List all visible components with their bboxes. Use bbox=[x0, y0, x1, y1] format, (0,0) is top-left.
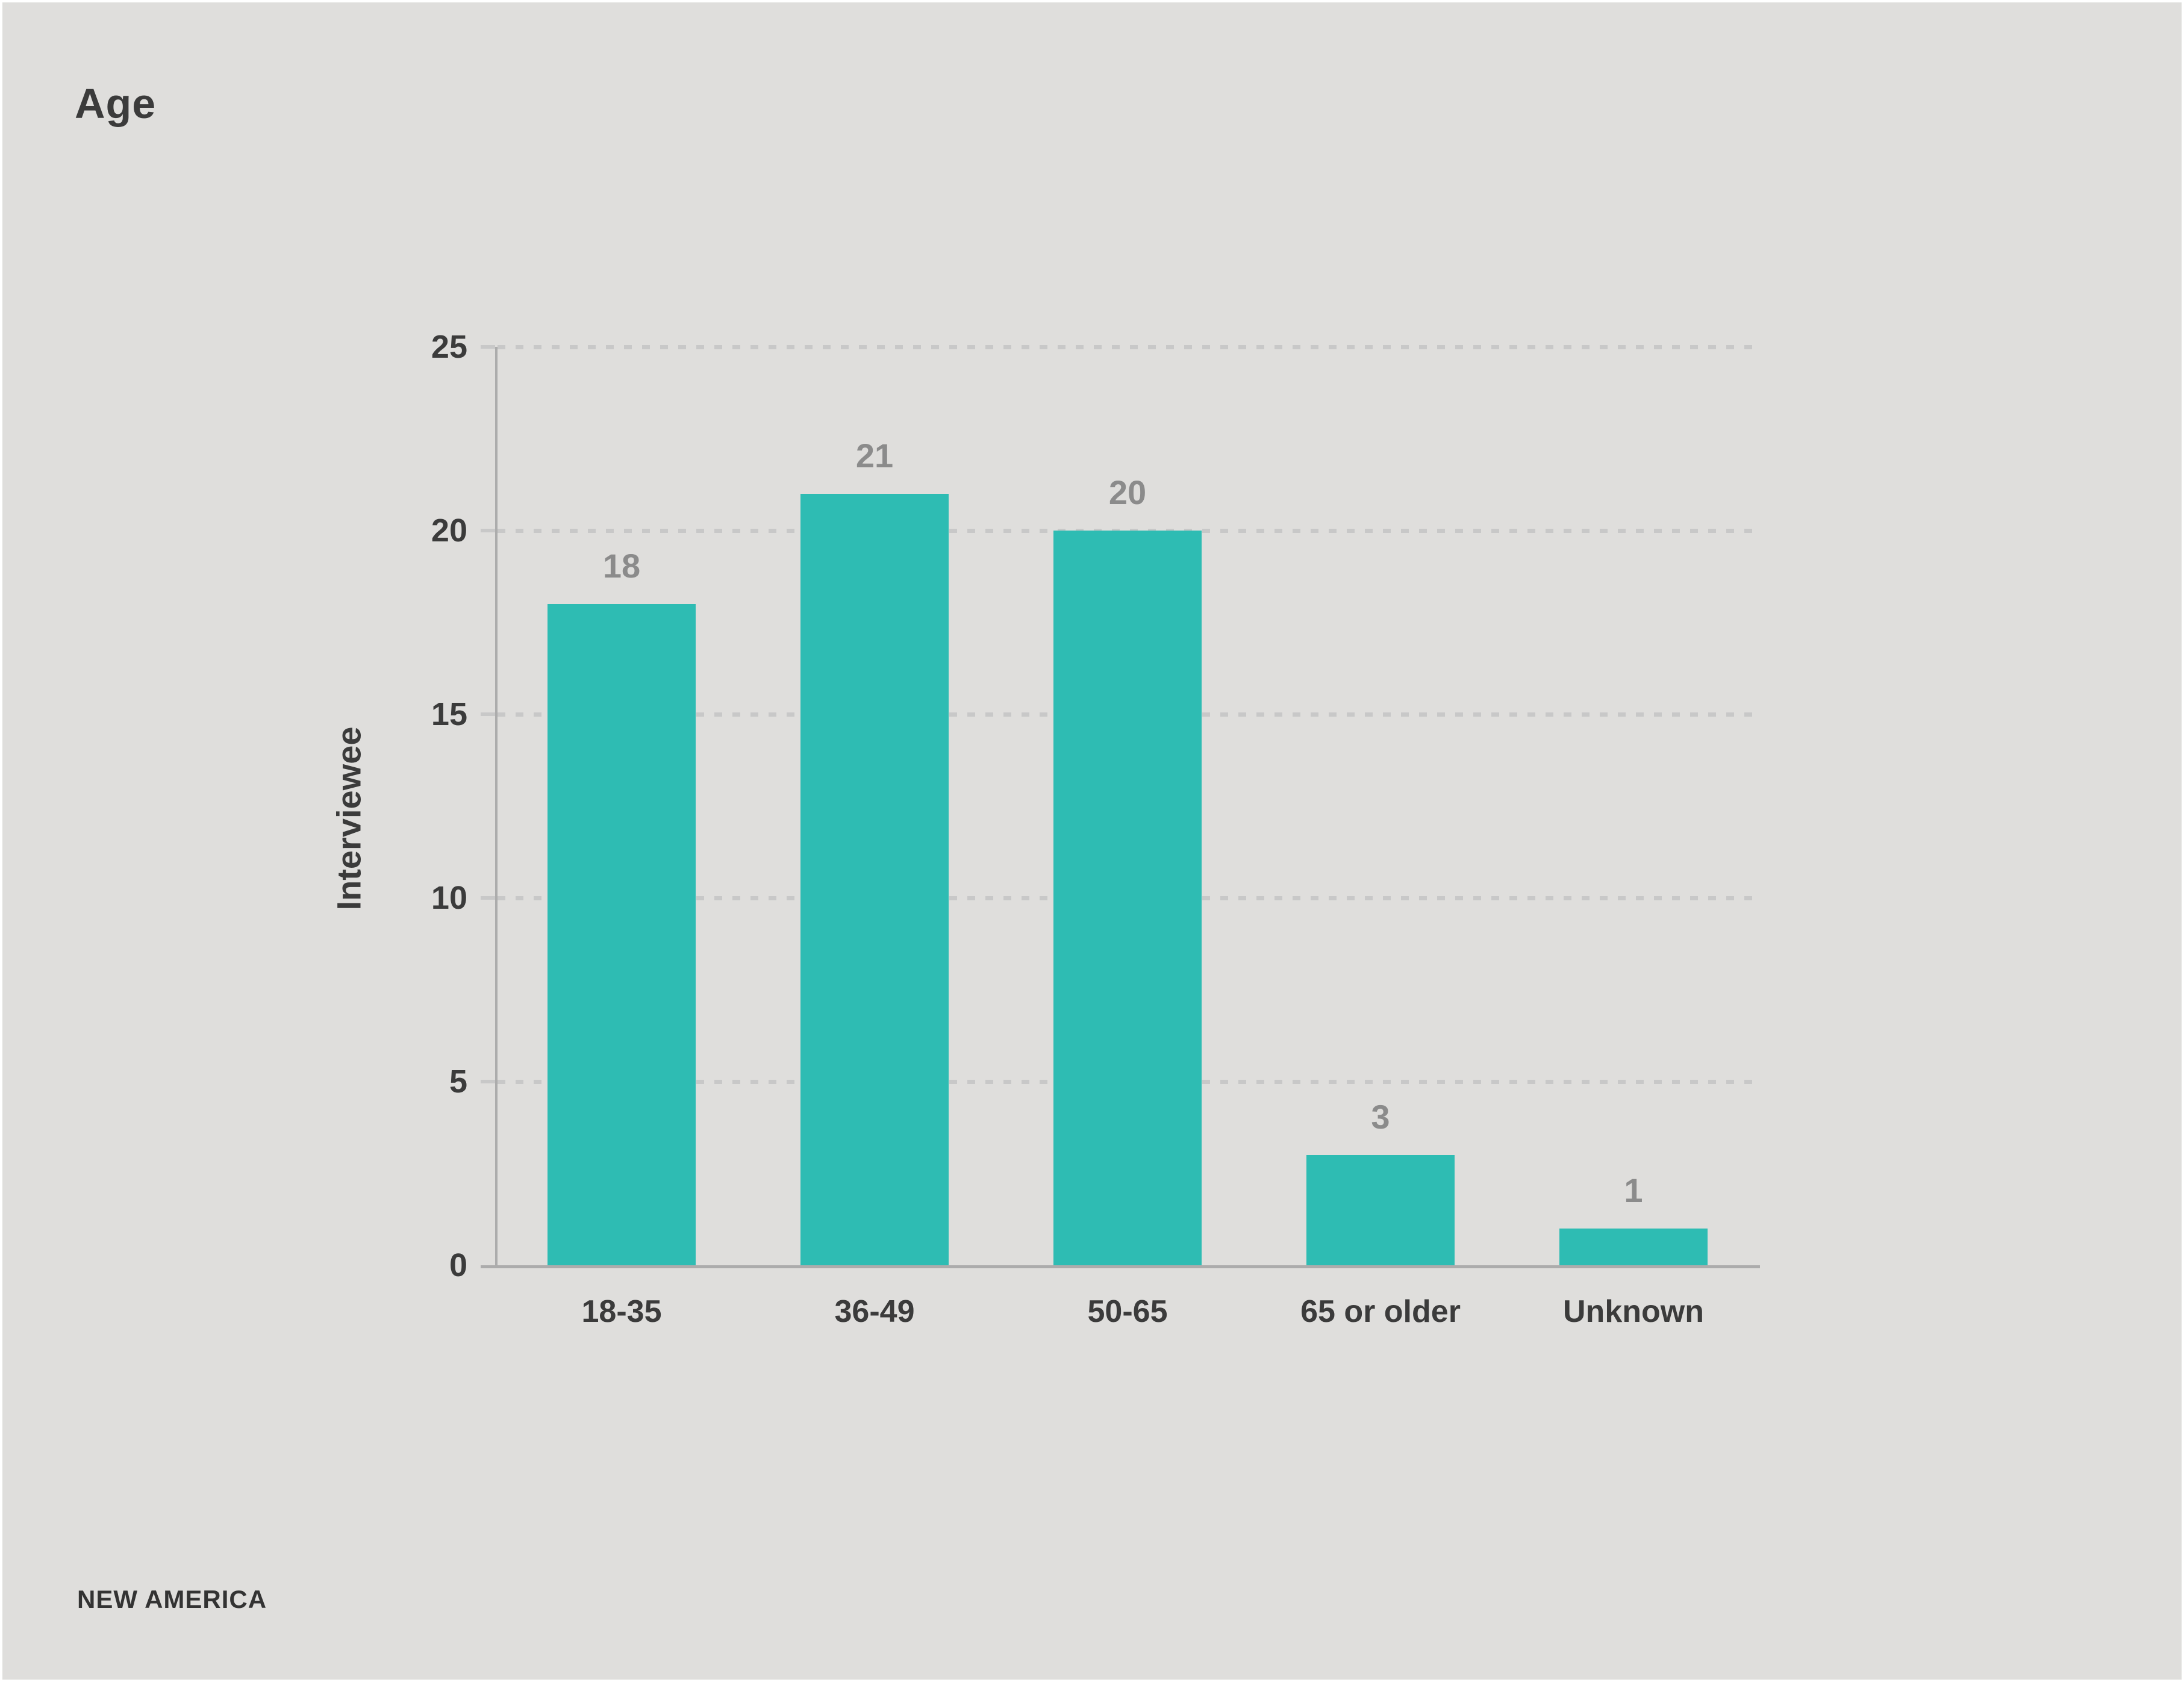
x-axis-label-50-65: 50-65 bbox=[1087, 1294, 1168, 1329]
y-axis-tick-10 bbox=[481, 896, 495, 900]
bar-value-label-50-65: 20 bbox=[1108, 473, 1147, 511]
x-axis-label-65-or-older: 65 or older bbox=[1300, 1294, 1461, 1329]
bar-value-label-36-49: 21 bbox=[855, 437, 894, 475]
gridline-25 bbox=[498, 345, 1760, 349]
x-axis-line bbox=[481, 1265, 1760, 1268]
brand-logo-text: NEW AMERICA bbox=[77, 1585, 267, 1613]
bar-unknown bbox=[1559, 1229, 1708, 1265]
bar-value-label-unknown: 1 bbox=[1624, 1171, 1643, 1209]
bar-value-label-65-or-older: 3 bbox=[1371, 1098, 1390, 1136]
bar-65-or-older bbox=[1306, 1155, 1455, 1265]
y-axis-tick-15 bbox=[481, 712, 495, 716]
y-axis-tick-20 bbox=[481, 529, 495, 532]
x-axis-label-unknown: Unknown bbox=[1563, 1294, 1704, 1329]
y-axis-tick-label-15: 15 bbox=[431, 696, 467, 732]
y-axis-tick-label-25: 25 bbox=[431, 329, 467, 365]
bar-36-49 bbox=[800, 494, 949, 1265]
y-axis-tick-label-0: 0 bbox=[449, 1247, 467, 1283]
y-axis-tick-label-5: 5 bbox=[449, 1064, 467, 1100]
x-axis-label-36-49: 36-49 bbox=[834, 1294, 915, 1329]
y-axis-tick-25 bbox=[481, 345, 495, 349]
bar-50-65 bbox=[1053, 531, 1202, 1265]
bar-18-35 bbox=[548, 604, 696, 1265]
y-axis-line bbox=[495, 347, 498, 1265]
y-axis-tick-5 bbox=[481, 1080, 495, 1083]
chart-title: Age bbox=[75, 80, 157, 127]
y-axis-tick-label-20: 20 bbox=[431, 512, 467, 549]
x-axis-label-18-35: 18-35 bbox=[581, 1294, 662, 1329]
y-axis-tick-label-10: 10 bbox=[431, 880, 467, 916]
bar-value-label-18-35: 18 bbox=[602, 547, 641, 585]
